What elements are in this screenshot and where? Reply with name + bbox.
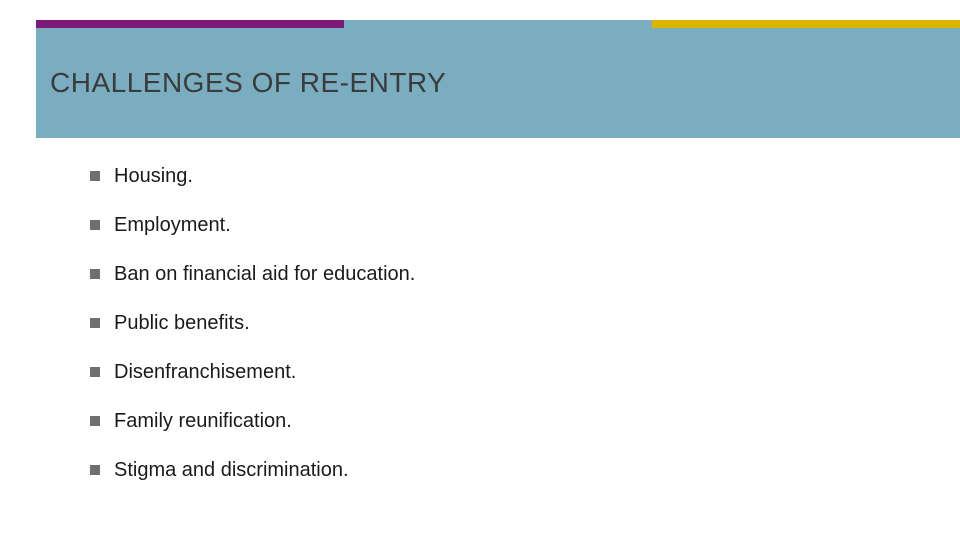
bullet-marker-icon	[90, 367, 100, 377]
bullet-item: Family reunification.	[90, 410, 920, 433]
bullet-item: Ban on financial aid for education.	[90, 263, 920, 286]
slide: CHALLENGES OF RE-ENTRY Housing. Employme…	[0, 0, 960, 540]
accent-segment-3	[652, 20, 960, 28]
bullet-text: Public benefits.	[114, 312, 250, 335]
bullet-marker-icon	[90, 465, 100, 475]
bullet-marker-icon	[90, 318, 100, 328]
content-area: Housing. Employment. Ban on financial ai…	[90, 165, 920, 508]
bullet-item: Disenfranchisement.	[90, 361, 920, 384]
accent-bar	[36, 20, 960, 28]
title-band: CHALLENGES OF RE-ENTRY	[36, 28, 960, 138]
bullet-item: Public benefits.	[90, 312, 920, 335]
bullet-item: Housing.	[90, 165, 920, 188]
bullet-text: Family reunification.	[114, 410, 292, 433]
bullet-text: Employment.	[114, 214, 231, 237]
bullet-text: Stigma and discrimination.	[114, 459, 349, 482]
slide-title: CHALLENGES OF RE-ENTRY	[50, 67, 446, 99]
bullet-text: Ban on financial aid for education.	[114, 263, 415, 286]
bullet-item: Stigma and discrimination.	[90, 459, 920, 482]
bullet-marker-icon	[90, 416, 100, 426]
bullet-text: Housing.	[114, 165, 193, 188]
bullet-list: Housing. Employment. Ban on financial ai…	[90, 165, 920, 482]
accent-segment-2	[344, 20, 652, 28]
bullet-marker-icon	[90, 220, 100, 230]
bullet-item: Employment.	[90, 214, 920, 237]
bullet-text: Disenfranchisement.	[114, 361, 296, 384]
bullet-marker-icon	[90, 171, 100, 181]
accent-segment-1	[36, 20, 344, 28]
bullet-marker-icon	[90, 269, 100, 279]
